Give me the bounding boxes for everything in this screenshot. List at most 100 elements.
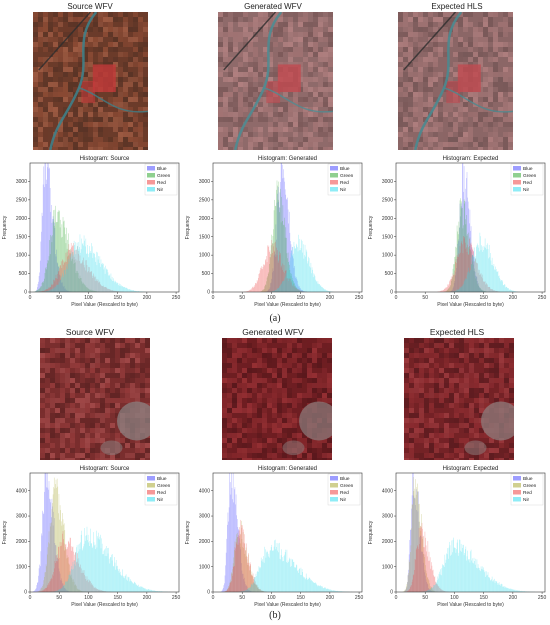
histogram-bar (311, 267, 313, 292)
histogram-bar (297, 284, 299, 292)
y-tick-label: 1500 (199, 234, 210, 240)
histogram-bar (74, 250, 76, 292)
histogram-bar (451, 290, 453, 292)
histogram-bar (467, 244, 468, 292)
histogram-bar (234, 541, 236, 592)
histogram-bar (249, 590, 250, 592)
histogram-bar (150, 589, 152, 592)
histogram-bar (80, 262, 82, 292)
histogram-bar (312, 269, 313, 292)
y-tick-label: 4000 (199, 488, 210, 494)
histogram-bar (459, 254, 460, 292)
histogram-bar (502, 586, 503, 592)
histogram-bar (470, 242, 472, 292)
histogram-bar (52, 216, 54, 292)
histogram-bar (42, 512, 44, 592)
histogram-bar (114, 562, 116, 592)
histogram-bar (500, 281, 502, 292)
histogram-bar (404, 591, 405, 592)
image-title-a2: Generated WFV (244, 2, 302, 11)
histogram-bar (488, 286, 489, 292)
histogram-bar (87, 271, 89, 292)
histogram-bar (271, 544, 273, 592)
histogram-bar (268, 272, 270, 292)
histogram-bar (299, 238, 301, 292)
histogram-bar (129, 579, 131, 592)
histogram-bar (249, 587, 250, 592)
histogram-bar (147, 589, 149, 592)
histogram-bar (63, 220, 65, 292)
y-tick-label: 500 (19, 271, 28, 277)
histogram-bar (142, 587, 143, 592)
histogram-bar (270, 254, 272, 292)
histogram-bar (54, 488, 56, 592)
histogram-bar (464, 203, 465, 292)
histogram-bar (267, 290, 269, 292)
histogram-plot-area (220, 473, 353, 592)
histogram-bar (39, 260, 41, 292)
histogram-bar (314, 276, 316, 292)
histogram-bar (102, 590, 104, 592)
histogram-bar (262, 590, 264, 592)
histogram-bar (235, 550, 236, 592)
histogram-bar (230, 581, 232, 592)
histogram-bar (429, 557, 431, 592)
histogram-bar (275, 549, 277, 592)
histogram-bar (280, 267, 282, 292)
histogram-bar (119, 283, 120, 292)
histogram-bar (93, 275, 95, 292)
histogram-bar (55, 590, 57, 592)
histogram-bar (56, 222, 57, 292)
histogram-bar (122, 576, 124, 592)
series-green (443, 198, 488, 292)
histogram-bar (249, 587, 251, 592)
histogram-bar (37, 289, 39, 292)
histogram-bar (80, 564, 81, 592)
histogram-bar (48, 583, 49, 592)
histogram-bar (243, 590, 244, 592)
histogram-bar (232, 563, 234, 592)
legend-swatch (513, 490, 521, 495)
histogram-bar (50, 502, 52, 592)
histogram-bar (79, 589, 80, 592)
histogram-bar (453, 547, 455, 592)
histogram-bar (507, 587, 508, 592)
histogram-bar (474, 271, 476, 292)
histogram-bar (298, 289, 300, 292)
histogram-bar (253, 583, 254, 592)
histogram-plot-area (243, 163, 334, 292)
legend-swatch (330, 483, 338, 488)
histogram-bar (235, 504, 236, 592)
histogram-bar (513, 589, 515, 592)
histogram-bar (463, 191, 464, 292)
histogram-bar (83, 543, 85, 592)
histogram-bar (142, 587, 144, 592)
histogram-bar (427, 590, 429, 592)
histogram-bar (273, 246, 274, 292)
histogram-bar (465, 201, 467, 292)
histogram-bar (471, 247, 472, 292)
histogram-bar (497, 271, 499, 292)
histogram-bar (234, 489, 235, 592)
histogram-bar (227, 589, 228, 592)
histogram-bar (53, 280, 55, 292)
histogram-bar (35, 588, 37, 592)
histogram-bar (66, 227, 67, 292)
histogram-bar (446, 290, 447, 292)
histogram-bar (69, 253, 71, 292)
histogram-bar (67, 268, 68, 292)
histogram-bar (103, 550, 105, 592)
histogram-bar (131, 581, 133, 592)
histogram-bar (405, 588, 407, 592)
histogram-bar (482, 290, 484, 292)
histogram-bar (109, 274, 111, 292)
histogram-bar (493, 579, 494, 592)
histogram-bar (478, 269, 480, 292)
histogram-bar (59, 268, 60, 292)
histogram-bar (307, 261, 309, 292)
histogram-bar (464, 280, 465, 292)
histogram-bar (69, 543, 70, 592)
histogram-bar (413, 491, 415, 592)
histogram-bar (245, 584, 246, 592)
histogram-bar (281, 283, 282, 292)
